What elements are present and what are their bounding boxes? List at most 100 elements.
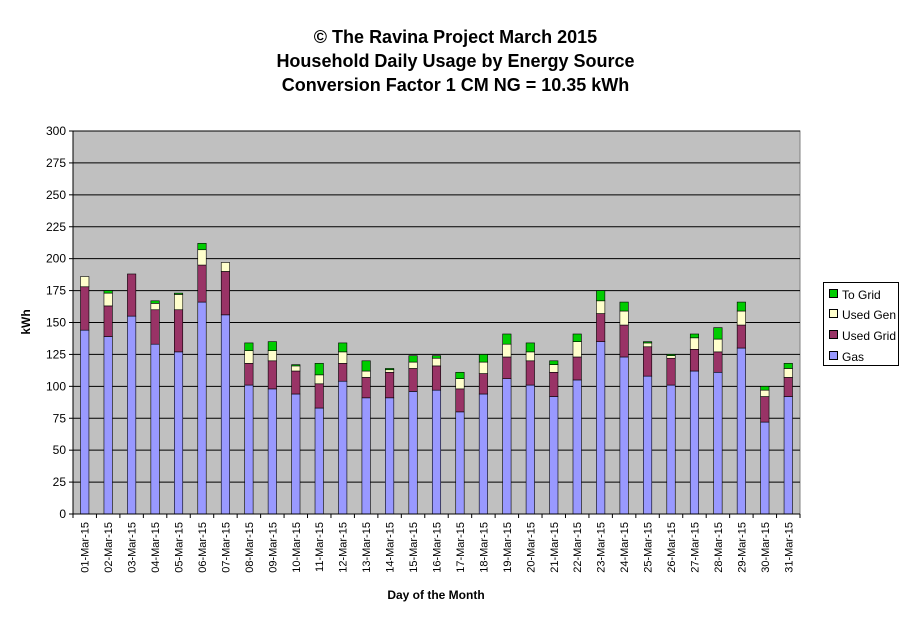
x-axis-label: Day of the Month — [387, 588, 484, 602]
bar-to-grid-12-Mar-15 — [338, 342, 348, 353]
bar-gas-08-Mar-15 — [244, 384, 254, 515]
bar-used-gen-09-Mar-15 — [267, 350, 277, 362]
bar-gas-12-Mar-15 — [338, 380, 348, 515]
bar-used-grid-19-Mar-15 — [502, 356, 512, 379]
y-tick-label-225: 225 — [46, 220, 66, 234]
bar-gas-14-Mar-15 — [385, 397, 395, 515]
bar-to-grid-20-Mar-15 — [525, 342, 535, 353]
bar-to-grid-11-Mar-15 — [314, 363, 324, 376]
bar-gas-26-Mar-15 — [666, 384, 676, 515]
bar-gas-01-Mar-15 — [80, 329, 90, 515]
bar-gas-03-Mar-15 — [127, 315, 137, 515]
bar-gas-23-Mar-15 — [596, 341, 606, 515]
y-tick-label-75: 75 — [53, 411, 67, 425]
bar-used-grid-08-Mar-15 — [244, 363, 254, 386]
bar-used-grid-02-Mar-15 — [103, 305, 113, 337]
bar-used-grid-22-Mar-15 — [572, 356, 582, 381]
bar-used-gen-01-Mar-15 — [80, 276, 90, 288]
x-tick-label-20-Mar-15: 20-Mar-15 — [525, 522, 537, 573]
bar-used-gen-25-Mar-15 — [643, 342, 653, 348]
bar-used-gen-17-Mar-15 — [455, 378, 465, 390]
x-tick-label-06-Mar-15: 06-Mar-15 — [197, 522, 209, 573]
bar-used-grid-28-Mar-15 — [713, 351, 723, 373]
legend-item-gas: Gas — [829, 350, 864, 364]
bar-used-gen-27-Mar-15 — [689, 337, 699, 350]
bar-to-grid-23-Mar-15 — [596, 290, 606, 302]
bar-used-gen-07-Mar-15 — [220, 262, 230, 272]
bar-gas-16-Mar-15 — [431, 389, 442, 515]
bar-used-gen-24-Mar-15 — [619, 310, 629, 326]
bar-to-grid-14-Mar-15 — [385, 368, 395, 371]
bar-used-grid-01-Mar-15 — [80, 286, 90, 331]
bar-used-gen-19-Mar-15 — [502, 343, 512, 358]
x-tick-label-24-Mar-15: 24-Mar-15 — [619, 522, 631, 573]
bar-gas-30-Mar-15 — [760, 421, 770, 515]
bar-to-grid-09-Mar-15 — [267, 341, 277, 351]
y-tick-label-200: 200 — [46, 252, 66, 266]
bar-used-gen-13-Mar-15 — [361, 370, 371, 378]
bar-gas-29-Mar-15 — [736, 347, 746, 515]
y-tick-label-100: 100 — [46, 379, 66, 393]
x-tick-label-22-Mar-15: 22-Mar-15 — [572, 522, 584, 573]
bar-gas-04-Mar-15 — [150, 343, 160, 515]
x-tick-label-09-Mar-15: 09-Mar-15 — [267, 522, 279, 573]
bar-to-grid-22-Mar-15 — [572, 333, 582, 342]
bar-used-gen-26-Mar-15 — [666, 355, 676, 359]
bar-to-grid-28-Mar-15 — [713, 327, 723, 340]
bar-used-grid-05-Mar-15 — [174, 309, 184, 353]
bar-to-grid-27-Mar-15 — [689, 333, 699, 339]
bar-used-grid-21-Mar-15 — [549, 371, 559, 397]
x-tick-label-02-Mar-15: 02-Mar-15 — [103, 522, 115, 573]
x-tick-label-18-Mar-15: 18-Mar-15 — [478, 522, 490, 573]
bar-used-grid-30-Mar-15 — [760, 396, 770, 423]
bar-gas-22-Mar-15 — [572, 379, 582, 515]
bar-used-gen-28-Mar-15 — [713, 338, 723, 353]
x-tick-label-31-Mar-15: 31-Mar-15 — [783, 522, 795, 573]
bar-used-gen-23-Mar-15 — [596, 300, 606, 314]
bar-used-gen-30-Mar-15 — [760, 389, 770, 397]
bar-gas-11-Mar-15 — [314, 407, 324, 515]
legend-item-to-grid: To Grid — [829, 288, 881, 302]
bar-gas-24-Mar-15 — [619, 356, 629, 515]
x-tick-label-12-Mar-15: 12-Mar-15 — [338, 522, 350, 573]
bar-used-gen-08-Mar-15 — [244, 350, 254, 364]
bar-gas-19-Mar-15 — [502, 378, 512, 515]
y-tick-labels: 0 25 50 75 100 125 150 175 200 225 250 275 300 — [46, 124, 73, 521]
bar-to-grid-29-Mar-15 — [736, 301, 746, 312]
x-tick-labels: 01-Mar-15 02-Mar-15 03-Mar-15 04-Mar-15 05-M… — [72, 514, 801, 573]
bar-used-gen-12-Mar-15 — [338, 351, 348, 364]
bar-used-grid-16-Mar-15 — [431, 365, 442, 391]
bar-gas-07-Mar-15 — [220, 314, 230, 515]
x-tick-label-10-Mar-15: 10-Mar-15 — [291, 522, 303, 573]
y-tick-label-300: 300 — [46, 124, 66, 138]
x-tick-label-23-Mar-15: 23-Mar-15 — [596, 522, 608, 573]
chart-title-line-2: Household Daily Usage by Energy Source — [276, 51, 635, 71]
bar-to-grid-08-Mar-15 — [244, 342, 254, 351]
bar-gas-31-Mar-15 — [783, 396, 793, 515]
y-tick-label-275: 275 — [46, 156, 66, 170]
bar-used-grid-11-Mar-15 — [314, 383, 324, 409]
bar-to-grid-06-Mar-15 — [197, 243, 207, 251]
bar-gas-25-Mar-15 — [643, 375, 653, 515]
bar-used-grid-13-Mar-15 — [361, 377, 371, 399]
bar-to-grid-10-Mar-15 — [291, 364, 301, 367]
legend-item-used-grid: Used Grid — [829, 329, 896, 343]
bar-used-gen-16-Mar-15 — [431, 357, 442, 367]
bar-to-grid-05-Mar-15 — [174, 292, 184, 295]
bar-gas-27-Mar-15 — [689, 370, 699, 515]
x-tick-label-26-Mar-15: 26-Mar-15 — [666, 522, 678, 573]
bar-to-grid-19-Mar-15 — [502, 333, 512, 345]
legend-item-used-gen: Used Gen — [829, 308, 896, 322]
legend-swatch-to-grid — [829, 289, 838, 298]
bar-used-gen-06-Mar-15 — [197, 249, 207, 266]
bar-used-grid-04-Mar-15 — [150, 309, 160, 345]
bar-used-gen-04-Mar-15 — [150, 303, 160, 311]
bar-used-gen-05-Mar-15 — [174, 294, 184, 311]
legend-swatch-used-gen — [829, 309, 838, 318]
bar-to-grid-26-Mar-15 — [666, 354, 676, 356]
bar-to-grid-24-Mar-15 — [619, 301, 629, 312]
bar-gas-02-Mar-15 — [103, 336, 113, 515]
bar-used-grid-26-Mar-15 — [666, 357, 676, 386]
x-tick-label-15-Mar-15: 15-Mar-15 — [408, 522, 420, 573]
bar-used-grid-20-Mar-15 — [525, 360, 535, 386]
